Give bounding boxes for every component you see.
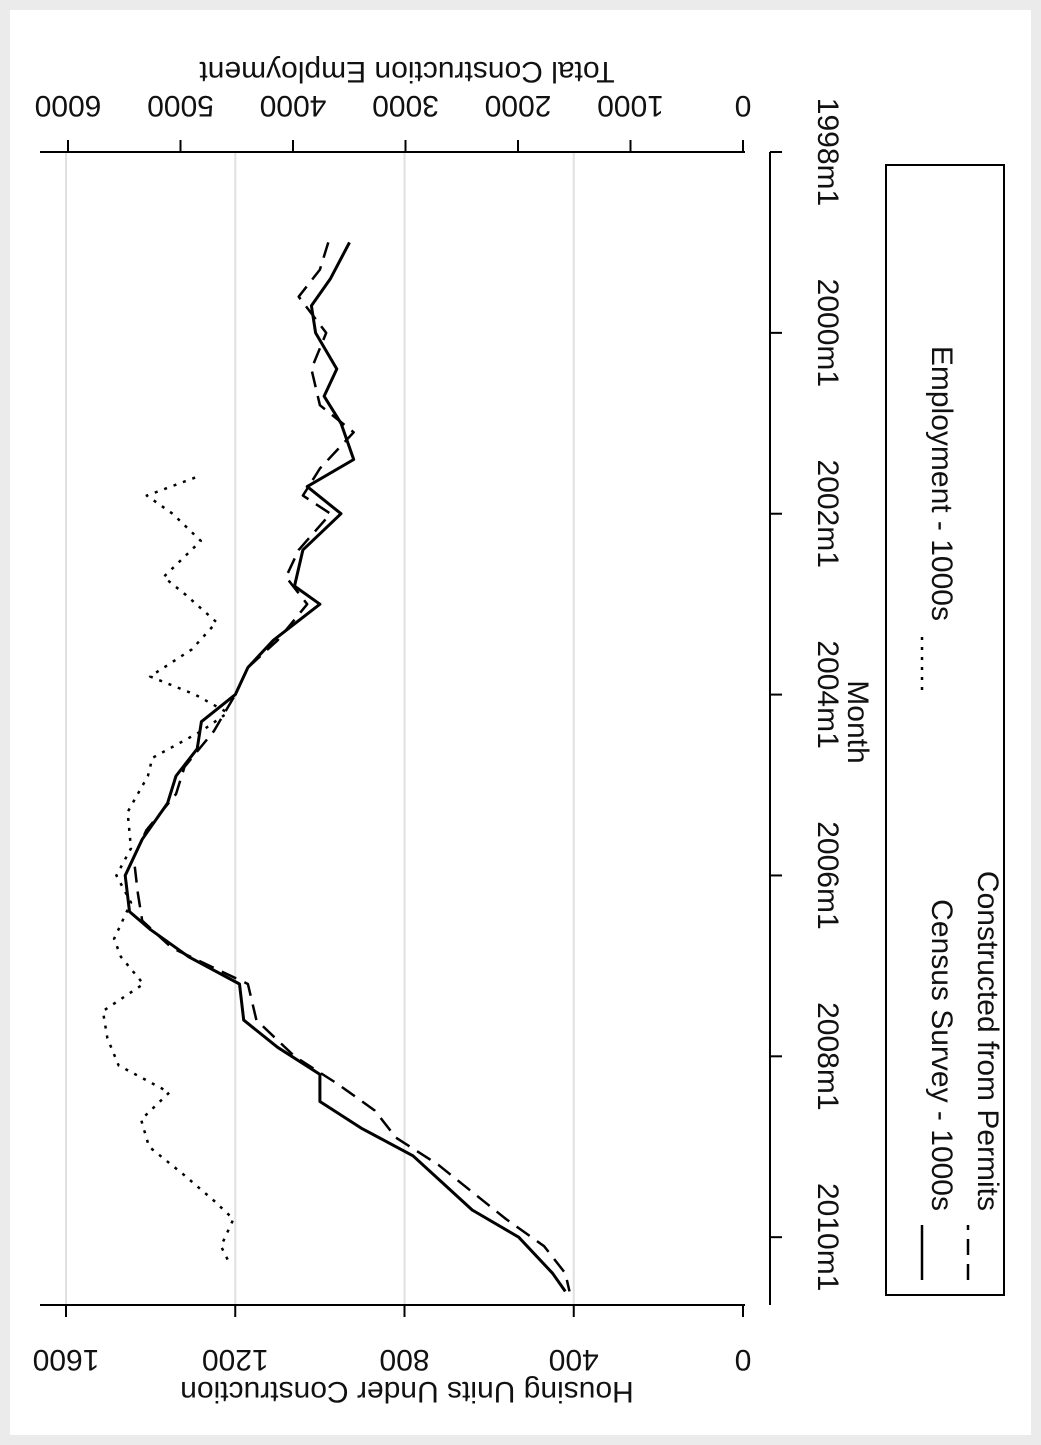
right-axis-tick-label: 3000: [372, 89, 439, 122]
left-axis-tick-label: 800: [379, 1343, 429, 1376]
right-axis-tick-label: 1000: [597, 89, 664, 122]
legend-label-2: Employment - 1000s: [925, 346, 958, 621]
left-axis-tick-label: 1200: [202, 1343, 269, 1376]
series-line-3: [101, 476, 235, 1265]
right-axis-tick-label: 6000: [35, 89, 102, 122]
right-axis-title: Total Construction Employment: [199, 55, 615, 88]
time-axis-tick-label: 2006m1: [811, 821, 844, 929]
time-axis-tick-label: 2004m1: [811, 640, 844, 748]
left-axis-tick-label: 400: [549, 1343, 599, 1376]
plot-grid: [65, 152, 575, 1305]
legend-label-1: Census Survey - 1000s: [925, 899, 958, 1211]
time-axis-tick-label: 2008m1: [811, 1002, 844, 1110]
series-line-2: [132, 242, 571, 1292]
outer-panel: [10, 10, 1031, 1435]
left-axis-title: Housing Units Under Construction: [180, 1375, 634, 1408]
time-axis-tick-label: 2000m1: [811, 279, 844, 387]
right-axis-tick-label: 4000: [260, 89, 327, 122]
legend-label-3: Constructed from Permits: [971, 871, 1004, 1211]
time-axis-tick-label: 2002m1: [811, 460, 844, 568]
legend: Census Survey - 1000s Employment - 1000s C…: [885, 164, 1005, 1296]
x-axis-title: Month: [841, 680, 874, 763]
right-axis-tick-label: 5000: [147, 89, 214, 122]
plot-axes: 0 400 800 1200 1600 0 1000 2000 3000 4000 5000 6000…: [33, 55, 874, 1408]
time-axis-tick-label: 2010m1: [811, 1183, 844, 1291]
time-axis-tick-label: 1998m1: [811, 98, 844, 206]
right-axis-tick-label: 0: [735, 89, 752, 122]
legend-box: [885, 164, 1005, 1296]
right-axis-tick-label: 2000: [485, 89, 552, 122]
left-axis-tick-label: 1600: [33, 1343, 100, 1376]
left-axis-tick-label: 0: [735, 1343, 752, 1376]
plot-lines: [101, 241, 571, 1293]
